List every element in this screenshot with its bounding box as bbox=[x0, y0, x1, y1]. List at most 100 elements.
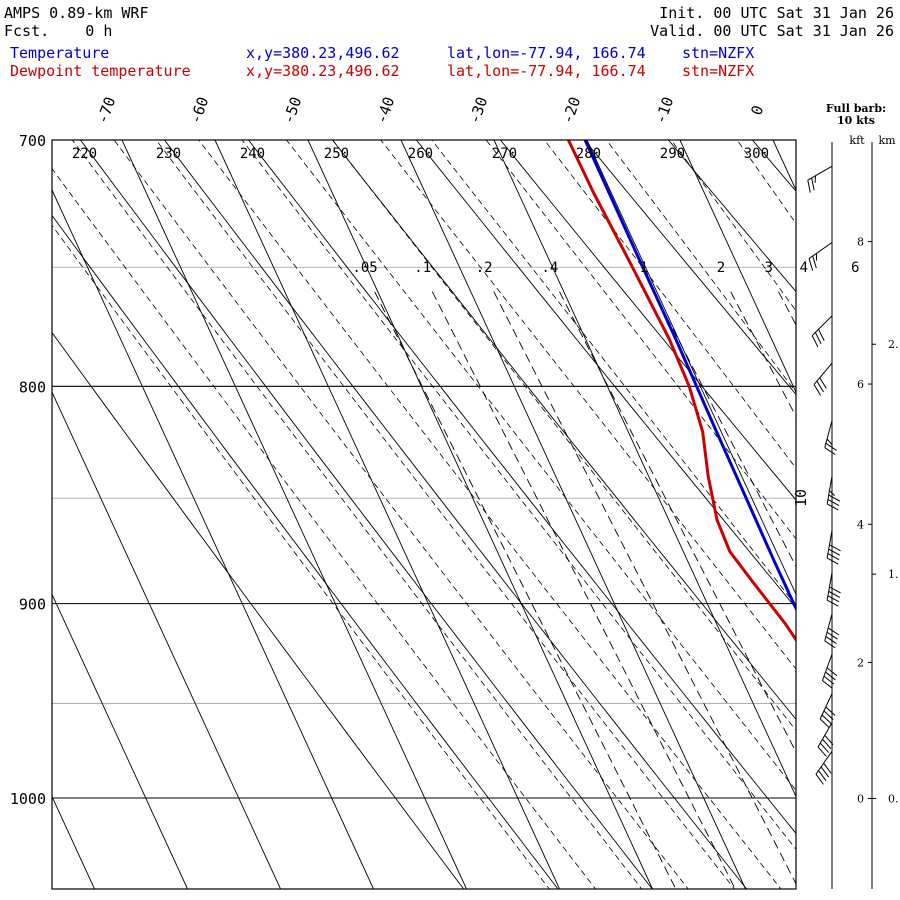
isotherm-10 bbox=[866, 140, 900, 889]
mixing-ratio-label-4: 4 bbox=[800, 260, 808, 276]
dry-adiabat-240 bbox=[247, 140, 796, 835]
wind-barb-staff bbox=[807, 165, 833, 181]
isotherm-label--70: -70 bbox=[93, 94, 119, 126]
wind-barb-feather bbox=[818, 770, 827, 782]
wind-barb-feather bbox=[815, 773, 824, 785]
moist-adiabat--60 bbox=[52, 224, 550, 889]
moist-adiabat--20 bbox=[332, 140, 796, 732]
km-tick-label-0.: 0. bbox=[888, 792, 899, 805]
valid-time: Valid. 00 UTC Sat 31 Jan 26 bbox=[650, 22, 894, 40]
wind-barb-2 bbox=[811, 315, 833, 348]
wind-barb-feather bbox=[822, 680, 833, 689]
dry-adiabat-label-220: 220 bbox=[72, 146, 97, 162]
wind-barb-10 bbox=[819, 693, 836, 729]
wind-barb-staff bbox=[826, 572, 833, 601]
dry-adiabat-label-250: 250 bbox=[324, 146, 349, 162]
wind-barb-feather bbox=[826, 667, 838, 677]
guide-lines bbox=[52, 87, 900, 900]
dry-adiabat-label-270: 270 bbox=[492, 146, 517, 162]
wind-barb-9 bbox=[821, 654, 838, 689]
wind-barb-feather bbox=[823, 675, 835, 685]
moist-adiabat-30 bbox=[891, 87, 900, 900]
dry-adiabat-260 bbox=[415, 140, 796, 609]
kft-label: kft bbox=[849, 134, 865, 147]
wind-barb-feather bbox=[820, 766, 830, 778]
wind-barb-feather bbox=[824, 447, 836, 456]
isotherm--20 bbox=[586, 140, 796, 596]
isotherm--30 bbox=[493, 140, 796, 798]
legend-dewpoint-stn: stn=NZFX bbox=[682, 62, 755, 80]
isobar-lines bbox=[52, 266, 796, 799]
dry-adiabat-230 bbox=[163, 140, 748, 889]
wind-barb-staff bbox=[819, 693, 833, 720]
isotherm-label--20: -20 bbox=[558, 94, 584, 126]
isotherm-label--30: -30 bbox=[465, 94, 491, 126]
wind-barb-feather bbox=[825, 442, 837, 451]
isotherm--10 bbox=[679, 140, 796, 394]
wind-barb-feather bbox=[811, 335, 819, 348]
wind-barb-feather bbox=[812, 255, 817, 269]
mixing-ratio-.4 bbox=[559, 291, 796, 753]
wind-barb-staff bbox=[813, 362, 833, 385]
wind-barb-feather bbox=[819, 377, 827, 389]
dry-adiabat-label-280: 280 bbox=[576, 146, 601, 162]
init-value: 00 UTC Sat 31 Jan 26 bbox=[713, 4, 894, 22]
dry-adiabat-250 bbox=[331, 140, 796, 720]
wind-barb-feather bbox=[822, 738, 832, 749]
moist-adiabat--30 bbox=[241, 140, 796, 850]
moist-adiabat-25 bbox=[830, 87, 900, 900]
fcst-value: 0 h bbox=[85, 22, 113, 40]
wind-barb-feather bbox=[828, 590, 841, 598]
wind-barb-feather bbox=[819, 742, 830, 753]
wind-barb-feather bbox=[825, 636, 837, 644]
wind-barb-feather bbox=[807, 180, 811, 193]
isotherm--50 bbox=[307, 140, 653, 889]
moist-adiabat--25 bbox=[285, 140, 796, 791]
pressure-label-1000: 1000 bbox=[10, 790, 46, 808]
full-barb-value: 10 kts bbox=[837, 114, 875, 127]
init-time: Init. 00 UTC Sat 31 Jan 26 bbox=[659, 4, 894, 22]
dry-adiabat-220 bbox=[79, 140, 653, 889]
isotherm-label-10: 10 bbox=[792, 489, 810, 507]
wind-barb-feather bbox=[811, 177, 815, 191]
dry-adiabat-label-240: 240 bbox=[240, 146, 265, 162]
wind-barb-12 bbox=[815, 751, 833, 785]
valid-label: Valid. bbox=[650, 22, 705, 40]
moist-adiabat--40 bbox=[155, 140, 735, 889]
wind-barb-feather bbox=[826, 599, 839, 607]
legend-dewpoint-xy: x,y=380.23,496.62 bbox=[246, 62, 400, 80]
init-label: Init. bbox=[659, 4, 705, 22]
wind-barb-staff bbox=[826, 530, 833, 559]
dry-adiabat-label-230: 230 bbox=[156, 146, 181, 162]
moist-adiabat--35 bbox=[198, 140, 782, 889]
kft-tick-label-6: 6 bbox=[857, 378, 864, 391]
wind-barb-staff bbox=[815, 751, 833, 775]
kft-tick-label-8: 8 bbox=[857, 236, 864, 249]
km-label: km bbox=[878, 134, 896, 147]
wind-barb-feather bbox=[823, 762, 832, 774]
dry-adiabat-320 bbox=[874, 87, 900, 900]
wind-barb-feather bbox=[826, 438, 833, 445]
wind-barb-feather bbox=[829, 544, 841, 552]
legend-temperature-name: Temperature bbox=[10, 44, 110, 62]
wind-barb-feather bbox=[828, 548, 841, 556]
moist-adiabat--45 bbox=[113, 140, 689, 889]
isotherm-label--60: -60 bbox=[186, 94, 212, 126]
dry-adiabat-270 bbox=[499, 140, 796, 501]
wind-barb-feather bbox=[816, 380, 824, 393]
wind-barb-staff bbox=[808, 242, 833, 259]
pressure-label-700: 700 bbox=[19, 132, 46, 150]
legend-dewpoint-name: Dewpoint temperature bbox=[10, 62, 191, 80]
wind-barb-staff bbox=[821, 654, 833, 681]
mixing-ratio-.2 bbox=[493, 291, 796, 885]
wind-barb-11 bbox=[817, 722, 834, 757]
mixing-ratio-label-6: 6 bbox=[851, 260, 859, 276]
wind-barb-feather bbox=[827, 595, 840, 603]
isotherm--80 bbox=[52, 188, 374, 889]
isotherm-label--50: -50 bbox=[279, 94, 305, 126]
isotherm-label--10: -10 bbox=[651, 94, 677, 126]
mixing-ratio-.05 bbox=[374, 291, 677, 889]
wind-barb-6 bbox=[826, 530, 841, 565]
kft-tick-label-0: 0 bbox=[857, 792, 864, 805]
